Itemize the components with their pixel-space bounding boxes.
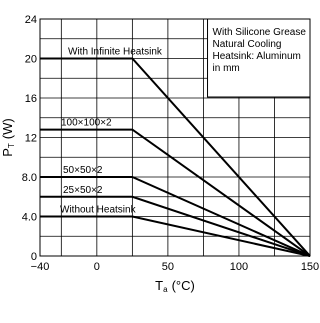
plot-frame	[39, 18, 311, 257]
series-line	[40, 57, 311, 257]
x-axis-title-unit: (°C)	[172, 278, 195, 293]
x-axis-title-sub: a	[163, 285, 168, 294]
series-label: 25×50×2	[63, 185, 103, 196]
curves	[40, 57, 311, 257]
series-label: 50×50×2	[63, 165, 103, 176]
series-line	[40, 215, 311, 257]
x-tick-label: 150	[301, 261, 319, 273]
x-tick-label: 50	[162, 261, 174, 273]
y-tick-label: 24	[25, 14, 37, 26]
note-box: With Silicone Grease Natural Cooling Hea…	[207, 18, 311, 98]
y-tick-label: 4.0	[22, 212, 37, 224]
series-label: With Infinite Heatsink	[68, 47, 163, 58]
series-label: Without Heatsink	[60, 205, 137, 216]
y-tick-label: 8.0	[22, 172, 37, 184]
x-tick-label: 0	[94, 261, 100, 273]
y-tick-label: 0	[31, 251, 37, 263]
curve-labels: With Infinite Heatsink 100×100×2 50×50×2 25…	[60, 47, 163, 216]
x-axis-title-main: T	[155, 278, 163, 293]
x-tick-label: −40	[31, 261, 50, 273]
note-line: Natural Cooling	[213, 39, 282, 50]
y-axis-title-main: P	[0, 148, 15, 157]
note-line: Heatsink: Aluminum	[213, 51, 301, 62]
y-axis-title-unit: (W)	[0, 118, 15, 139]
y-axis-title-sub: T	[7, 143, 16, 148]
series-line	[40, 128, 311, 257]
y-tick-label: 20	[25, 54, 37, 66]
y-tick-label: 16	[25, 93, 37, 105]
note-line: With Silicone Grease	[213, 27, 307, 38]
note-line: in mm	[213, 63, 240, 74]
x-axis-title: Ta (°C)	[155, 278, 195, 294]
series-line	[40, 195, 311, 257]
y-axis-title: PT (W)	[0, 118, 16, 157]
series-label: 100×100×2	[61, 118, 112, 129]
series-line	[40, 176, 311, 257]
x-tick-label: 100	[230, 261, 248, 273]
y-tick-label: 12	[25, 133, 37, 145]
note-frame	[207, 18, 311, 98]
